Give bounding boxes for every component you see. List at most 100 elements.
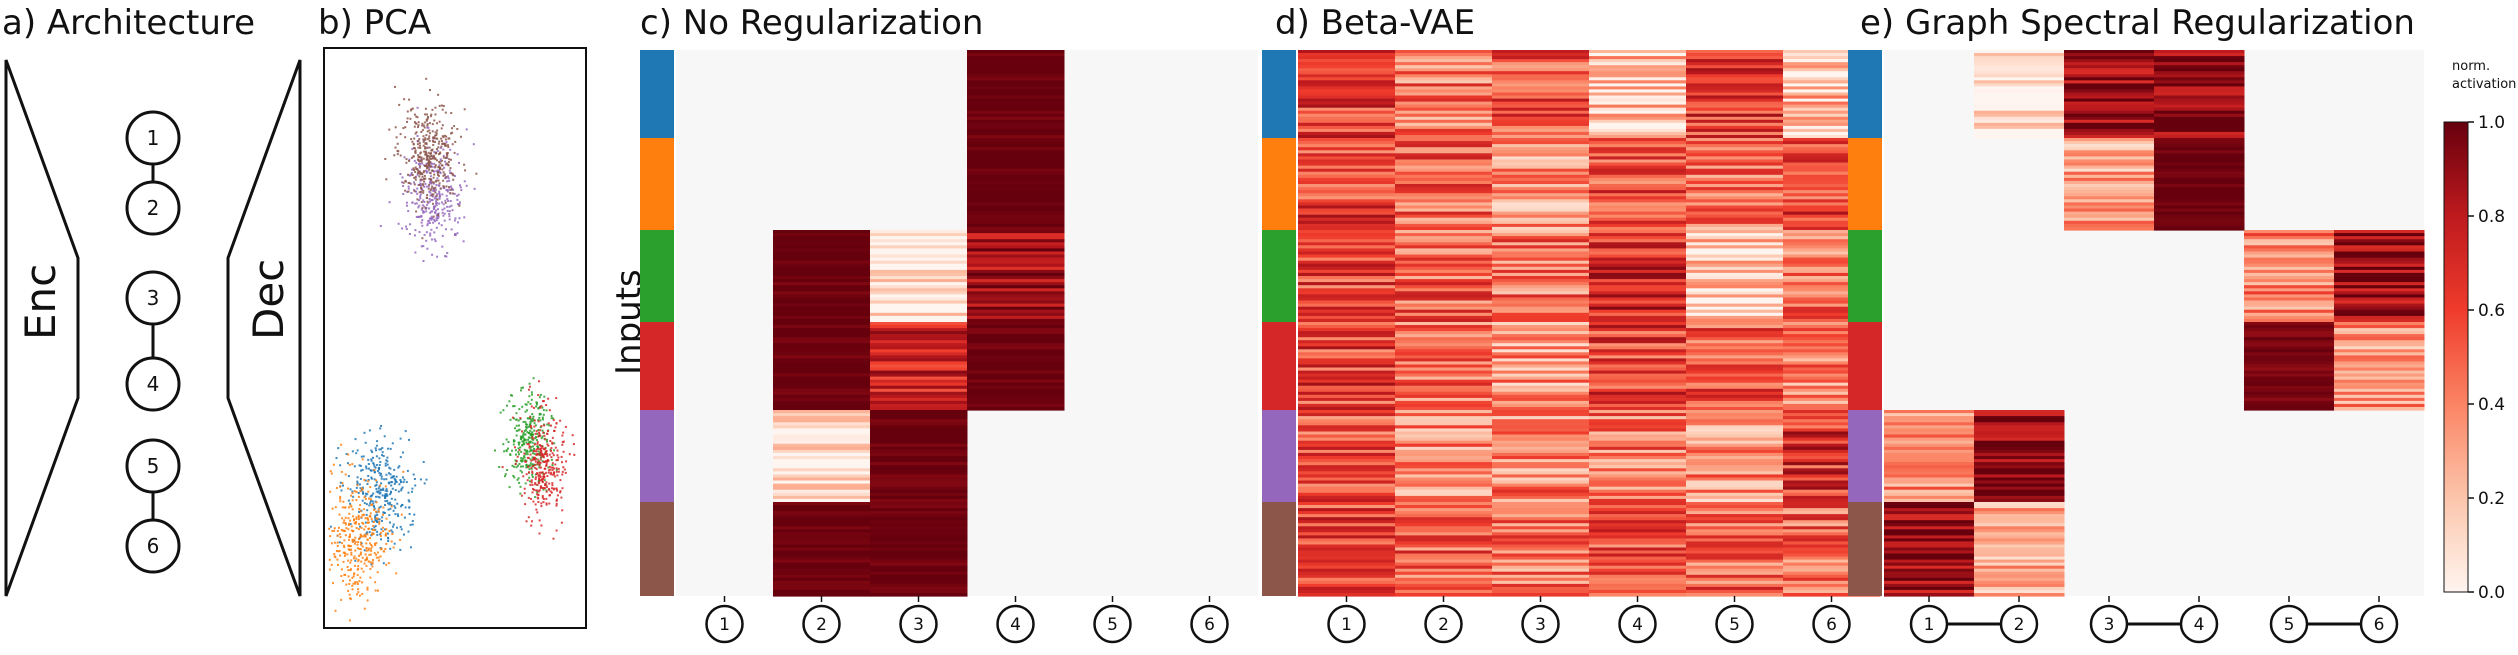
pca-point [402, 181, 405, 184]
heatmap-cell [967, 135, 1065, 139]
pca-point [350, 529, 353, 532]
pca-point [452, 178, 455, 181]
pca-point [435, 134, 438, 137]
heatmap-cell [2334, 325, 2425, 329]
pca-point [410, 192, 413, 194]
heatmap-cell [1783, 440, 1881, 445]
heatmap-cell [773, 526, 871, 530]
heatmap-cell [1395, 492, 1493, 497]
pca-point [358, 508, 361, 510]
pca-point [369, 486, 372, 489]
pca-point [392, 523, 395, 526]
pca-point [450, 112, 453, 114]
pca-point [360, 543, 363, 546]
heatmap-cell [1589, 144, 1687, 148]
heatmap-cell [870, 358, 968, 362]
heatmap-cell [870, 486, 968, 491]
heatmap-cell [2244, 349, 2335, 353]
pca-point [561, 509, 564, 512]
heatmap-cell [870, 462, 968, 466]
pca-point [388, 514, 391, 517]
heatmap-cell [1298, 535, 1396, 539]
heatmap-cell [1395, 184, 1493, 188]
pca-point [394, 498, 397, 501]
heatmap-cell [773, 410, 871, 414]
heatmap-cell [2064, 125, 2155, 130]
pca-point [350, 559, 353, 562]
heatmap-cell [1783, 331, 1881, 335]
heatmap-cell [1686, 272, 1784, 277]
heatmap-cell [2154, 116, 2245, 121]
heatmap-cell [1974, 514, 2065, 518]
pca-point [525, 459, 528, 462]
heatmap-cell [870, 251, 968, 256]
heatmap-cell [1298, 101, 1396, 106]
heatmap-cell [967, 272, 1065, 277]
heatmap-cell [1589, 535, 1687, 539]
heatmap-cell [1783, 50, 1881, 54]
heatmap-cell [773, 279, 871, 283]
pca-point [406, 191, 409, 193]
heatmap-cell [1492, 312, 1590, 317]
heatmap-cell [1884, 577, 1975, 582]
heatmap-cell [967, 370, 1065, 375]
heatmap-cell [1395, 150, 1493, 154]
pca-point [540, 524, 543, 527]
pca-point [439, 158, 442, 161]
heatmap-cell [1783, 532, 1881, 536]
heatmap-cell [870, 495, 968, 500]
pca-point [403, 516, 406, 519]
heatmap-cell [1783, 456, 1881, 460]
pca-point [360, 469, 363, 472]
pca-point [360, 489, 363, 492]
heatmap-cell [2064, 199, 2155, 203]
pca-point [463, 216, 466, 219]
heatmap-cell [870, 282, 968, 286]
heatmap-cell [2064, 104, 2155, 109]
heatmap-cell [1395, 562, 1493, 567]
heatmap-cell [2334, 370, 2425, 375]
heatmap-cell [1492, 74, 1590, 78]
pca-point [421, 162, 424, 165]
tick-label: 2 [1438, 615, 1449, 635]
pca-point [413, 113, 416, 116]
heatmap-cell [1686, 83, 1784, 87]
pca-point [456, 198, 459, 201]
pca-point [337, 447, 340, 450]
heatmap-cell [870, 468, 968, 472]
pca-point [451, 209, 454, 212]
pca-point [409, 174, 412, 177]
pca-point [434, 212, 437, 214]
pca-point [443, 173, 446, 176]
heatmap-cell [967, 376, 1065, 381]
heatmap-cell [1395, 370, 1493, 375]
heatmap-cell [2334, 291, 2425, 295]
heatmap-cell [1884, 443, 1975, 448]
panel-a-title: a) Architecture [2, 3, 255, 43]
heatmap-cell [967, 397, 1065, 402]
pca-point [358, 464, 361, 467]
heatmap-cell [1974, 89, 2065, 93]
heatmap-cell [1783, 285, 1881, 289]
pca-point [424, 146, 427, 149]
pca-point [530, 479, 533, 482]
pca-point [372, 456, 374, 459]
pca-point [452, 192, 454, 195]
heatmap-cell [1589, 50, 1687, 54]
heatmap-cell [2064, 110, 2155, 115]
pca-point [375, 510, 377, 513]
pca-point [418, 204, 421, 207]
pca-point [441, 142, 444, 145]
heatmap-cell [1686, 211, 1784, 216]
heatmap-cell [2244, 379, 2335, 384]
pca-point [541, 435, 544, 438]
heatmap-cell [1589, 443, 1687, 448]
heatmap-cell [1395, 56, 1493, 60]
pca-point [420, 187, 423, 189]
heatmap-cell [1974, 465, 2065, 469]
pca-point [419, 179, 422, 182]
heatmap-cell [2064, 50, 2155, 54]
pca-point [358, 483, 361, 486]
pca-point [357, 516, 360, 518]
heatmap-cell [1395, 211, 1493, 216]
